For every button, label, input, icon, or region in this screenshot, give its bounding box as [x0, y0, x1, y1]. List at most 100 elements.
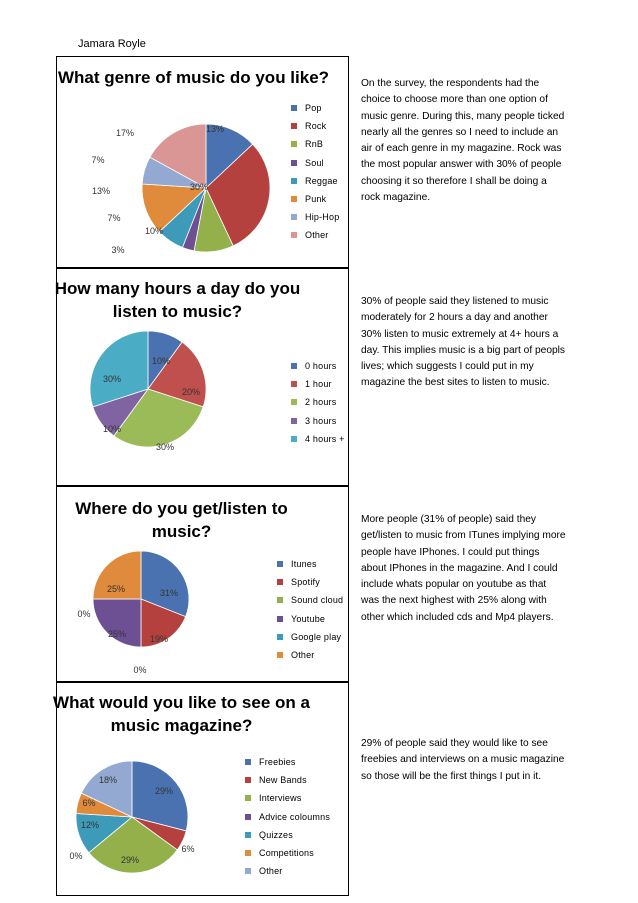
legend-swatch: [277, 651, 283, 658]
legend-item: Reggae: [291, 176, 339, 186]
legend-item: 1 hour: [291, 379, 345, 389]
author-name: Jamara Royle: [78, 38, 146, 50]
legend-swatch: [291, 195, 297, 202]
pie-data-label: 3%: [111, 245, 124, 255]
pie-data-label: 25%: [107, 584, 125, 594]
hours-legend: 0 hours 1 hour 2 hours 3 hours 4 hours +: [291, 361, 345, 452]
legend-label: Reggae: [305, 175, 338, 186]
hours-pie-chart: 10% 20% 30% 10% 30%: [89, 330, 207, 452]
pie-data-label: 25%: [108, 629, 126, 639]
chart-title: What genre of music do you like?: [57, 68, 330, 87]
legend-label: 2 hours: [305, 397, 337, 408]
legend-item: Interviews: [245, 793, 330, 803]
legend-label: Other: [305, 230, 329, 241]
legend-swatch: [291, 141, 297, 148]
legend-label: New Bands: [259, 775, 307, 786]
legend-item: 4 hours +: [291, 434, 345, 444]
pie-slice-1-hour: [147, 341, 207, 408]
legend-swatch: [291, 399, 297, 406]
pie-data-label: 6%: [181, 844, 194, 854]
pie-data-label: 0%: [133, 665, 146, 675]
legend-swatch: [245, 831, 251, 838]
source-pie-chart: 31% 19% 0% 25% 0% 25%: [77, 550, 190, 675]
legend-label: Competitions: [259, 847, 314, 858]
legend-label: Punk: [305, 193, 327, 204]
legend-item: Punk: [291, 194, 339, 204]
pie-data-label: 31%: [160, 588, 178, 598]
legend-swatch: [277, 561, 283, 567]
legend-swatch: [277, 633, 283, 640]
legend-item: Youtube: [277, 614, 343, 624]
chart-title: What would you like to see on a music ma…: [53, 693, 310, 735]
legend-swatch: [245, 813, 251, 820]
legend-swatch: [291, 363, 297, 369]
legend-item: Spotify: [277, 577, 343, 587]
legend-item: 0 hours: [291, 361, 345, 371]
legend-label: Quizzes: [259, 829, 293, 840]
legend-swatch: [291, 232, 297, 239]
pie-data-label: 12%: [81, 820, 99, 830]
legend-item: Soul: [291, 158, 339, 168]
pie-data-label: 7%: [91, 155, 104, 165]
legend-swatch: [291, 159, 297, 166]
pie-data-label: 0%: [69, 851, 82, 861]
pie-slice-itunes: [140, 550, 190, 618]
pie-slice-4-hours-: [89, 330, 149, 408]
pie-slice-freebies: [131, 760, 189, 832]
legend-item: Itunes: [277, 559, 343, 569]
legend-swatch: [245, 759, 251, 765]
legend-swatch: [245, 795, 251, 802]
legend-label: Youtube: [291, 613, 326, 624]
legend-item: Sound cloud: [277, 595, 343, 605]
legend-label: Interviews: [259, 793, 302, 804]
genre-pie-chart: 13% 30% 10% 3% 7% 13% 7% 17%: [91, 123, 271, 255]
legend-label: Pop: [305, 103, 322, 113]
legend-item: RnB: [291, 139, 339, 149]
legend-swatch: [291, 177, 297, 184]
pie-slice-2-hours: [113, 388, 204, 448]
source-chart-panel: Where do you get/listen to music? 31% 19%…: [56, 486, 349, 682]
pie-data-label: 17%: [116, 128, 134, 138]
legend-item: Other: [291, 230, 339, 240]
legend-label: Sound cloud: [291, 595, 344, 606]
legend-item: Pop: [291, 103, 339, 113]
chart-title: How many hours a day do you listen to mu…: [54, 279, 301, 321]
hours-comment: 30% of people said they listened to musi…: [361, 296, 566, 389]
legend-label: Hip-Hop: [305, 212, 340, 223]
legend-item: Freebies: [245, 757, 330, 767]
pie-slice-other: [92, 550, 142, 600]
source-comment: More people (31% of people) said they ge…: [361, 514, 566, 623]
legend-label: Advice coloumns: [259, 811, 331, 822]
pie-data-label: 20%: [182, 387, 200, 397]
magazine-pie-chart: 29% 6% 29% 0% 12% 6% 18%: [69, 760, 195, 874]
legend-swatch: [291, 435, 297, 442]
pie-data-label: 29%: [155, 786, 173, 796]
pie-data-label: 7%: [107, 213, 120, 223]
legend-item: Other: [277, 650, 343, 660]
legend-label: Other: [259, 866, 283, 877]
legend-swatch: [245, 868, 251, 875]
pie-data-label: 13%: [206, 124, 224, 134]
legend-swatch: [277, 579, 283, 586]
legend-item: Hip-Hop: [291, 212, 339, 222]
legend-label: Other: [291, 649, 315, 660]
legend-label: Rock: [305, 121, 327, 132]
legend-label: Itunes: [291, 559, 317, 569]
legend-item: Competitions: [245, 848, 330, 858]
pie-slice-interviews: [88, 816, 178, 874]
genre-comment: On the survey, the respondents had the c…: [361, 78, 565, 204]
genre-chart-panel: What genre of music do you like? 13% 30% 1…: [56, 56, 349, 268]
pie-data-label: 6%: [82, 798, 95, 808]
pie-data-label: 10%: [145, 226, 163, 236]
legend-label: Freebies: [259, 757, 296, 767]
legend-item: Google play: [277, 632, 343, 642]
legend-swatch: [291, 381, 297, 388]
legend-swatch: [291, 417, 297, 424]
legend-swatch: [277, 597, 283, 604]
legend-label: 1 hour: [305, 379, 332, 390]
pie-slice-other: [149, 123, 207, 189]
pie-data-label: 30%: [190, 182, 208, 192]
legend-item: Other: [245, 866, 330, 876]
legend-item: 3 hours: [291, 416, 345, 426]
source-legend: Itunes Spotify Sound cloud Youtube Google pl…: [277, 559, 343, 668]
